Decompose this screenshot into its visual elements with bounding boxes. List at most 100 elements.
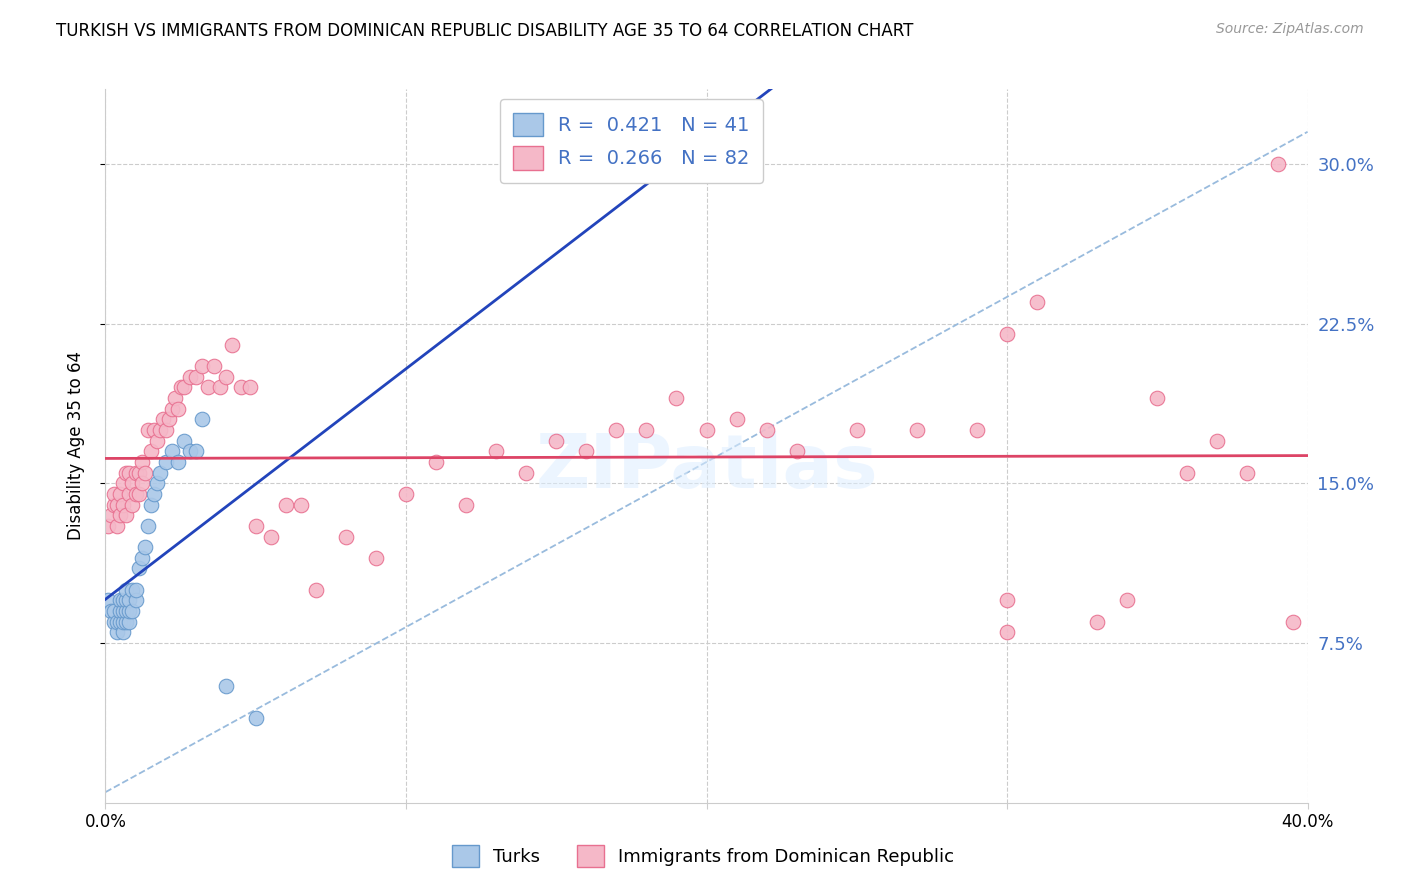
Point (245, 710, 267, 724)
Point (214, 369, 236, 384)
Point (112, 604, 135, 618)
Point (1267, 157, 1289, 171)
Point (155, 455, 177, 469)
Point (121, 476, 143, 491)
Point (100, 508, 122, 523)
Point (134, 466, 156, 480)
Point (1085, 615, 1108, 629)
Point (546, 434, 568, 448)
Point (128, 561, 150, 575)
Point (107, 519, 129, 533)
Point (131, 476, 153, 491)
Point (112, 625, 135, 640)
Point (134, 540, 156, 554)
Point (1146, 391, 1168, 405)
Point (136, 519, 159, 533)
Point (97, 593, 120, 607)
Point (245, 519, 267, 533)
Point (335, 529, 357, 543)
Y-axis label: Disability Age 35 to 64: Disability Age 35 to 64 (66, 351, 84, 541)
Point (425, 455, 447, 469)
Point (115, 604, 138, 618)
Point (364, 550, 387, 565)
Point (239, 380, 262, 394)
Point (103, 498, 125, 512)
Text: Source: ZipAtlas.com: Source: ZipAtlas.com (1216, 22, 1364, 37)
Point (160, 444, 183, 458)
Point (110, 487, 132, 501)
Point (118, 604, 141, 618)
Point (190, 359, 212, 373)
Point (128, 487, 150, 501)
Point (202, 359, 225, 373)
Point (115, 508, 138, 523)
Point (118, 593, 141, 607)
Point (905, 423, 928, 437)
Point (115, 593, 138, 607)
Point (169, 380, 191, 394)
Point (274, 498, 297, 512)
Point (107, 498, 129, 512)
Point (155, 423, 177, 437)
Point (190, 412, 212, 426)
Point (142, 487, 165, 501)
Point (112, 593, 135, 607)
Point (184, 369, 207, 384)
Point (197, 380, 219, 394)
Point (118, 615, 141, 629)
Point (107, 625, 129, 640)
Point (157, 412, 180, 426)
Point (115, 582, 138, 597)
Legend: Turks, Immigrants from Dominican Republic: Turks, Immigrants from Dominican Republi… (444, 838, 962, 874)
Point (995, 593, 1018, 607)
Point (121, 604, 143, 618)
Point (1236, 466, 1258, 480)
Point (110, 593, 132, 607)
Point (124, 582, 146, 597)
Point (163, 391, 186, 405)
Point (118, 466, 141, 480)
Point (139, 444, 162, 458)
Point (1206, 434, 1229, 448)
Point (115, 466, 138, 480)
Point (173, 380, 195, 394)
Point (290, 498, 312, 512)
Point (454, 498, 477, 512)
Point (110, 508, 132, 523)
Point (221, 338, 243, 352)
Text: TURKISH VS IMMIGRANTS FROM DOMINICAN REPUBLIC DISABILITY AGE 35 TO 64 CORRELATIO: TURKISH VS IMMIGRANTS FROM DOMINICAN REP… (56, 22, 914, 40)
Point (260, 529, 283, 543)
Point (696, 423, 718, 437)
Point (786, 444, 808, 458)
Point (148, 423, 170, 437)
Point (124, 593, 146, 607)
Point (112, 615, 135, 629)
Point (966, 423, 988, 437)
Point (166, 455, 188, 469)
Point (725, 412, 748, 426)
Point (121, 498, 143, 512)
Point (145, 434, 167, 448)
Legend: R =  0.421   N = 41, R =  0.266   N = 82: R = 0.421 N = 41, R = 0.266 N = 82 (501, 99, 763, 184)
Point (148, 466, 170, 480)
Point (755, 423, 778, 437)
Point (115, 615, 138, 629)
Point (845, 423, 868, 437)
Point (110, 604, 132, 618)
Point (142, 423, 165, 437)
Point (136, 423, 159, 437)
Point (145, 476, 167, 491)
Point (107, 615, 129, 629)
Point (214, 679, 236, 693)
Point (179, 369, 201, 384)
Point (152, 412, 174, 426)
Point (395, 487, 418, 501)
Point (1281, 615, 1303, 629)
Point (1175, 466, 1198, 480)
Point (305, 582, 328, 597)
Point (100, 604, 122, 618)
Point (131, 550, 153, 565)
Point (605, 423, 627, 437)
Point (124, 466, 146, 480)
Point (173, 434, 195, 448)
